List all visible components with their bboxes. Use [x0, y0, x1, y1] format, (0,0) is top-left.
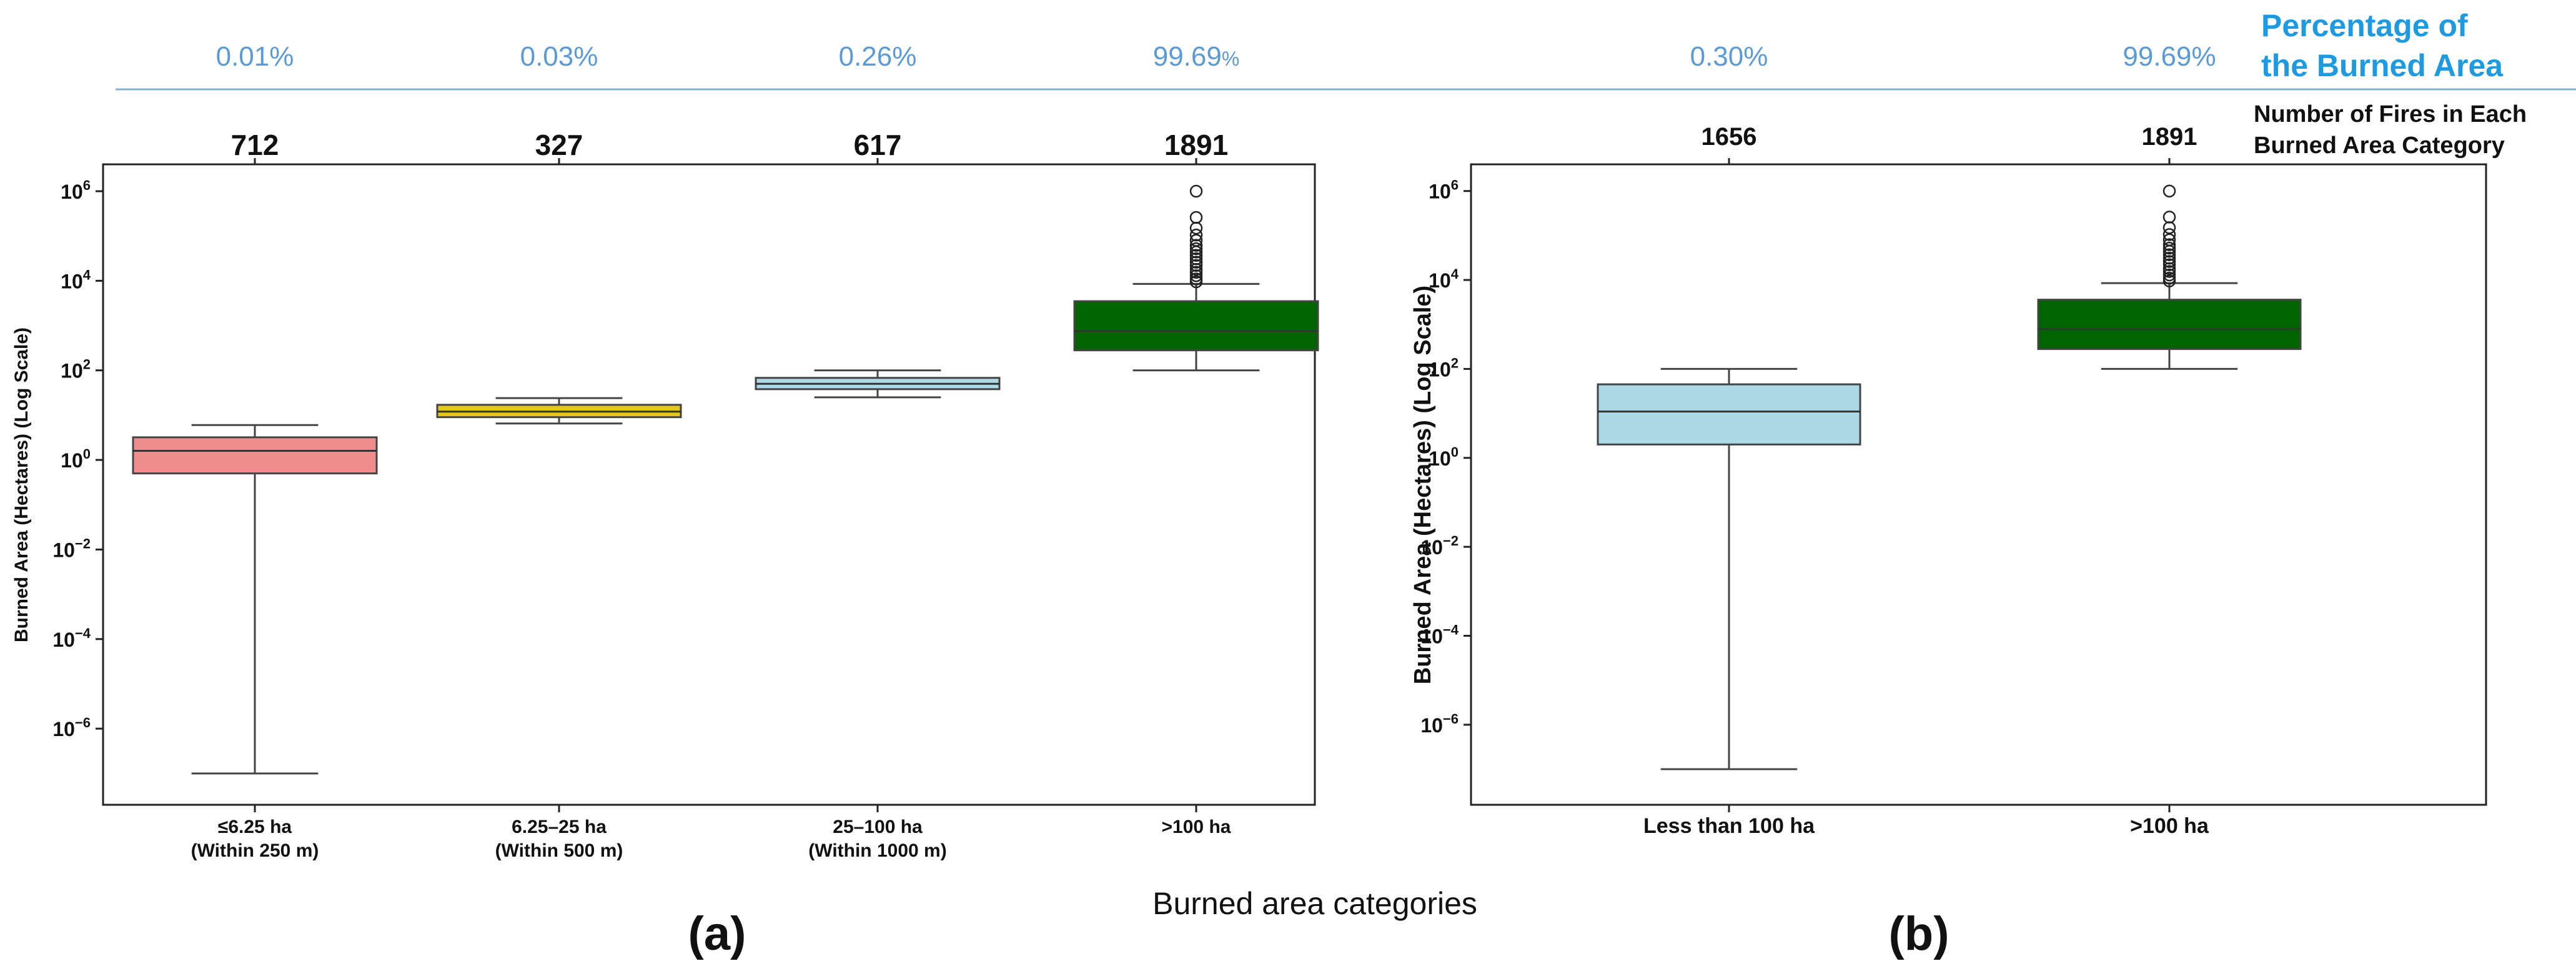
box-3	[755, 369, 1001, 399]
category-label: 6.25–25 ha	[512, 817, 607, 837]
box-2	[436, 397, 682, 425]
y-tick-label: 10−4	[52, 625, 91, 651]
x-axis-label: Burned area categories	[1152, 886, 1477, 921]
y-tick-label: 10−2	[1420, 533, 1459, 559]
legend-count-line2: Burned Area Category	[2254, 132, 2505, 159]
category-label: Less than 100 ha	[1643, 814, 1815, 838]
outlier-point	[2162, 255, 2176, 268]
box-4	[1073, 184, 1319, 372]
legend-percentage-line1: Percentage of	[2261, 8, 2468, 43]
category-label: >100 ha	[2130, 814, 2209, 838]
y-tick-label: 104	[1429, 266, 1459, 292]
outlier-point	[2162, 228, 2176, 241]
burned-percentage-label: 99.69%	[1153, 41, 1240, 72]
panel-b-plot-frame	[1470, 163, 2487, 806]
burned-percentage-label: 0.03%	[520, 41, 598, 72]
burned-percentage-label: 0.30%	[1690, 41, 1768, 72]
category-label: 25–100 ha	[833, 817, 923, 837]
outlier-point	[1189, 252, 1203, 266]
outlier-point	[2162, 268, 2176, 282]
fire-count-label: 712	[231, 129, 279, 161]
fire-count-label: 1656	[1702, 123, 1757, 151]
y-tick-label: 102	[1429, 355, 1459, 381]
outlier-point	[1189, 242, 1203, 256]
outlier-point	[2162, 184, 2176, 197]
legend-count-line1: Number of Fires in Each	[2254, 101, 2527, 127]
panel-b-chart: 10−6 10−4 10−2 100 102 104 106 1656 0.30% 1891 99…	[1410, 41, 2487, 838]
fire-count-label: 617	[854, 129, 902, 161]
outlier-point	[1189, 228, 1203, 242]
panel-b-label: (b)	[1888, 907, 1949, 960]
outlier-point	[1189, 184, 1203, 198]
y-tick-label: 106	[1429, 177, 1459, 203]
box-iqr	[2037, 299, 2302, 351]
panel-a-plot-frame	[102, 163, 1316, 806]
y-tick-label: 10−6	[52, 715, 91, 740]
outlier-point	[1189, 234, 1203, 247]
outlier-point	[1189, 269, 1203, 282]
fire-count-label: 327	[535, 129, 583, 161]
panel-a-y-axis-label: Burned Area (Hectares) (Log Scale)	[11, 327, 32, 642]
category-label: >100 ha	[1162, 817, 1231, 837]
box-1	[132, 424, 378, 775]
box-2	[2037, 184, 2302, 370]
box-iqr	[1597, 383, 1861, 446]
outlier-point	[1189, 211, 1203, 224]
outlier-point	[2162, 238, 2176, 251]
y-tick-label: 10−2	[52, 535, 91, 561]
outlier-point	[1189, 239, 1203, 252]
outlier-point	[2162, 221, 2176, 234]
category-sublabel: (Within 250 m)	[191, 840, 319, 861]
y-tick-label: 10−4	[1420, 622, 1459, 648]
outlier-point	[1189, 259, 1203, 272]
legend-percentage-line2: the Burned Area	[2261, 48, 2504, 83]
y-tick-label: 106	[61, 177, 91, 203]
panel-a-chart: 10−6 10−4 10−2 100 102 104 106 712 0.01% 327 0.03…	[11, 41, 1319, 861]
category-sublabel: (Within 1000 m)	[808, 840, 946, 861]
y-tick-label: 100	[1429, 444, 1459, 470]
outlier-point	[1189, 272, 1203, 286]
outlier-point	[1189, 256, 1203, 269]
outlier-point	[2162, 241, 2176, 255]
fire-count-label: 1891	[1164, 129, 1228, 161]
y-tick-label: 104	[61, 267, 91, 292]
outlier-point	[2162, 248, 2176, 261]
burned-percentage-label: 0.01%	[216, 41, 294, 72]
box-1	[1597, 367, 1861, 770]
burned-percentage-label: 99.69%	[2123, 41, 2216, 72]
outlier-point	[2162, 258, 2176, 271]
panel-b-y-axis-label: Burned Area (Hectares) (Log Scale)	[1410, 286, 1436, 684]
panel-a-label: (a)	[688, 907, 746, 960]
category-label: ≤6.25 ha	[218, 817, 292, 837]
box-iqr	[132, 436, 378, 475]
outlier-point	[2162, 211, 2176, 224]
y-tick-label: 102	[61, 357, 91, 382]
outlier-point	[2162, 251, 2176, 265]
outlier-point	[1189, 221, 1203, 235]
category-sublabel: (Within 500 m)	[495, 840, 623, 861]
burned-percentage-label: 0.26%	[839, 41, 917, 72]
y-tick-label: 100	[61, 446, 91, 472]
outlier-point	[1189, 249, 1203, 262]
outlier-point	[2162, 233, 2176, 247]
fire-count-label: 1891	[2142, 123, 2197, 151]
box-iqr	[1073, 300, 1319, 352]
y-tick-label: 10−6	[1420, 711, 1459, 737]
outlier-point	[2162, 271, 2176, 285]
